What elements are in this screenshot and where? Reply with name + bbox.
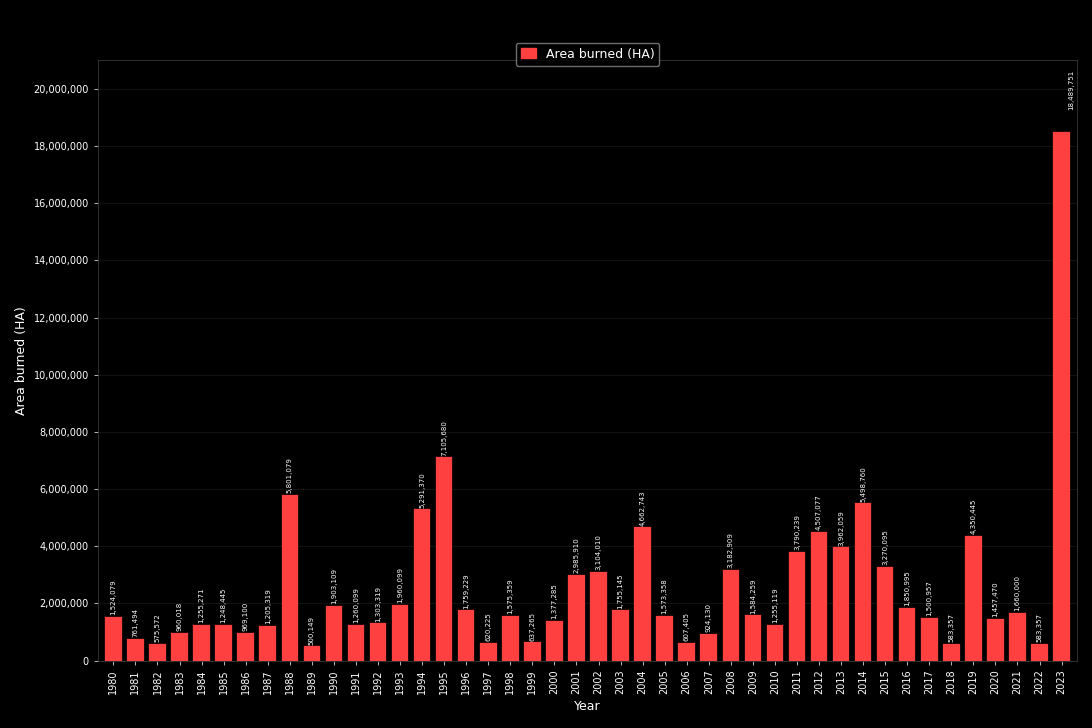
Text: 5,498,760: 5,498,760 [860, 466, 866, 502]
Text: 1,457,470: 1,457,470 [993, 582, 998, 617]
Bar [965, 537, 982, 660]
Bar [723, 569, 739, 660]
Text: 1,575,359: 1,575,359 [508, 578, 513, 614]
Text: 5,801,079: 5,801,079 [287, 457, 293, 493]
Text: 924,130: 924,130 [705, 604, 712, 633]
Bar [304, 646, 320, 660]
Text: 575,572: 575,572 [154, 614, 161, 642]
Bar [987, 619, 1004, 660]
Text: 1,584,259: 1,584,259 [750, 578, 756, 614]
Bar [325, 606, 342, 660]
Bar [546, 621, 562, 660]
Text: 1,960,099: 1,960,099 [397, 567, 403, 603]
Bar [458, 610, 474, 660]
Bar [634, 527, 651, 660]
Text: 583,357: 583,357 [948, 613, 954, 642]
Text: 1,248,445: 1,248,445 [221, 587, 227, 623]
Bar [767, 625, 783, 660]
Legend: Area burned (HA): Area burned (HA) [515, 42, 660, 66]
Bar [568, 575, 584, 660]
Text: 3,182,909: 3,182,909 [727, 532, 734, 568]
X-axis label: Year: Year [574, 700, 601, 713]
Bar [193, 625, 210, 660]
Bar [877, 567, 893, 660]
Text: 3,790,239: 3,790,239 [794, 515, 800, 550]
Bar [1009, 613, 1025, 660]
Bar [1054, 132, 1070, 660]
Text: 1,500,957: 1,500,957 [926, 580, 933, 616]
Text: 637,265: 637,265 [530, 612, 535, 641]
Bar [370, 623, 387, 660]
Text: 1,524,079: 1,524,079 [110, 579, 117, 615]
Y-axis label: Area burned (HA): Area burned (HA) [15, 306, 28, 415]
Bar [105, 617, 121, 660]
Bar [237, 633, 254, 660]
Text: 1,573,358: 1,573,358 [662, 578, 667, 614]
Bar [150, 644, 166, 660]
Bar [1031, 644, 1048, 660]
Bar [347, 625, 365, 660]
Bar [260, 626, 276, 660]
Bar [788, 553, 805, 660]
Bar [943, 644, 960, 660]
Text: 1,377,285: 1,377,285 [551, 584, 557, 620]
Bar [810, 531, 828, 660]
Text: 2,985,910: 2,985,910 [573, 538, 580, 574]
Text: 4,507,077: 4,507,077 [816, 494, 822, 530]
Text: 18,489,751: 18,489,751 [1068, 69, 1075, 109]
Text: 620,225: 620,225 [485, 612, 491, 641]
Bar [215, 625, 232, 660]
Bar [127, 638, 144, 660]
Text: 3,104,010: 3,104,010 [595, 534, 602, 570]
Bar [524, 642, 541, 660]
Text: 607,405: 607,405 [684, 612, 690, 641]
Bar [899, 608, 915, 660]
Bar [855, 503, 871, 660]
Text: 1,303,319: 1,303,319 [375, 585, 381, 622]
Bar [656, 616, 673, 660]
Text: 4,662,743: 4,662,743 [640, 490, 645, 526]
Text: 583,357: 583,357 [1036, 613, 1043, 642]
Bar [480, 643, 497, 660]
Bar [591, 571, 607, 660]
Bar [414, 510, 430, 660]
Text: 761,494: 761,494 [132, 608, 139, 637]
Text: 1,903,109: 1,903,109 [331, 569, 337, 604]
Text: 1,260,099: 1,260,099 [353, 587, 359, 623]
Bar [678, 643, 695, 660]
Bar [282, 495, 298, 660]
Bar [436, 457, 452, 660]
Text: 1,759,229: 1,759,229 [463, 573, 470, 609]
Text: 4,350,445: 4,350,445 [971, 499, 976, 534]
Bar [833, 547, 850, 660]
Text: 1,255,271: 1,255,271 [199, 587, 204, 623]
Text: 1,850,995: 1,850,995 [904, 570, 911, 606]
Bar [171, 633, 188, 660]
Text: 7,105,680: 7,105,680 [441, 420, 447, 456]
Text: 5,291,370: 5,291,370 [419, 472, 425, 507]
Text: 3,962,059: 3,962,059 [838, 510, 844, 545]
Text: 1,205,319: 1,205,319 [264, 589, 271, 625]
Bar [502, 615, 519, 660]
Bar [613, 610, 629, 660]
Bar [921, 617, 938, 660]
Text: 500,149: 500,149 [309, 616, 314, 644]
Text: 1,755,145: 1,755,145 [618, 573, 624, 609]
Text: 1,660,000: 1,660,000 [1014, 575, 1020, 612]
Text: 960,018: 960,018 [177, 602, 182, 631]
Bar [700, 634, 717, 660]
Text: 1,255,119: 1,255,119 [772, 587, 778, 623]
Bar [392, 604, 408, 660]
Text: 3,270,095: 3,270,095 [882, 529, 888, 566]
Text: 969,100: 969,100 [242, 602, 249, 631]
Bar [745, 615, 761, 660]
